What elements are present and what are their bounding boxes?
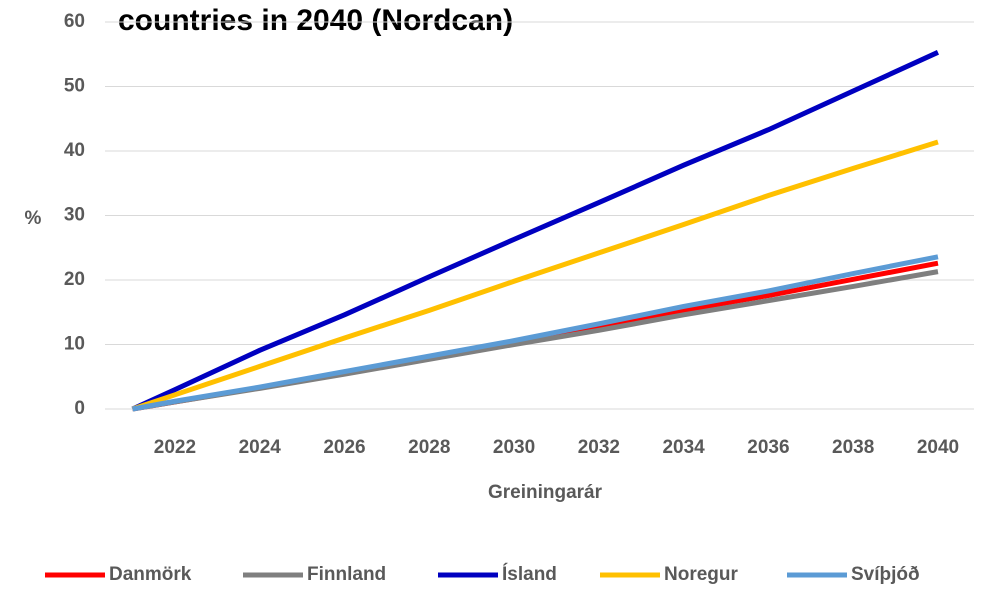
- chart-title: countries in 2040 (Nordcan): [118, 4, 513, 37]
- series-line: [132, 254, 939, 412]
- y-tick-label: 40: [64, 140, 85, 161]
- x-tick-label: 2026: [323, 437, 365, 458]
- y-tick-label: 10: [64, 334, 85, 355]
- series-line: [131, 139, 939, 412]
- x-tick-label: 2034: [662, 437, 705, 458]
- y-tick-label: 0: [74, 398, 85, 419]
- x-tick-label: 2024: [239, 437, 282, 458]
- x-tick-label: 2032: [578, 437, 620, 458]
- x-tick-label: 2038: [832, 437, 874, 458]
- legend-label: Ísland: [502, 563, 557, 585]
- y-tick-label: 20: [64, 269, 85, 290]
- y-axis-label: %: [25, 208, 42, 229]
- x-tick-label: 2022: [154, 437, 196, 458]
- y-tick-label: 60: [64, 11, 85, 32]
- x-axis-label: Greiningarár: [488, 482, 603, 503]
- x-tick-label: 2040: [917, 437, 959, 458]
- y-tick-label: 30: [64, 205, 85, 226]
- series-line: [131, 50, 940, 412]
- legend-label: Finnland: [307, 564, 386, 585]
- x-tick-label: 2036: [747, 437, 789, 458]
- x-tick-label: 2030: [493, 437, 535, 458]
- legend-label: Danmörk: [109, 564, 192, 585]
- x-tick-label: 2028: [408, 437, 450, 458]
- legend-label: Noregur: [664, 564, 739, 585]
- legend-label: Svíþjóð: [851, 564, 920, 585]
- y-tick-label: 50: [64, 76, 85, 97]
